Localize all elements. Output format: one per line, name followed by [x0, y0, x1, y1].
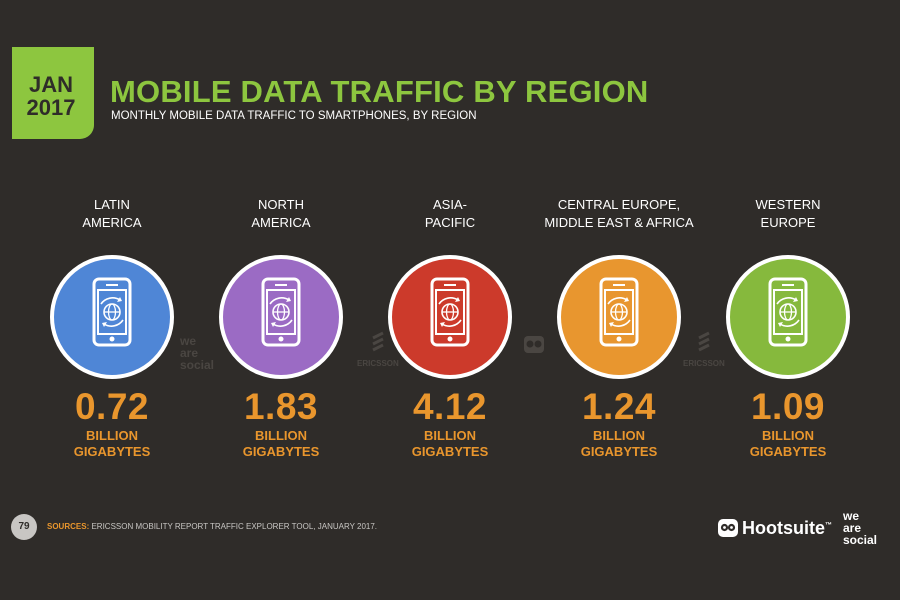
region-label: CENTRAL EUROPE, MIDDLE EAST & AFRICA [524, 196, 714, 236]
watermark-line: we [180, 334, 197, 348]
region-unit: BILLION GIGABYTES [186, 428, 376, 460]
we-are-social-logo: we are social [843, 510, 877, 546]
logo-line: we [843, 509, 860, 523]
unit-line1: BILLION [424, 428, 476, 443]
region-disc [50, 255, 174, 379]
unit-line2: GIGABYTES [580, 444, 658, 459]
date-text: JAN 2017 [12, 73, 90, 119]
region-unit: BILLION GIGABYTES [524, 428, 714, 460]
region-label-line1: LATIN [94, 197, 130, 212]
watermark-line: are [180, 346, 199, 360]
hootsuite-owl-icon [718, 519, 738, 537]
region-label-line2: PACIFIC [424, 215, 476, 230]
owl-icon [524, 336, 544, 353]
region-label-line2: AMERICA [82, 215, 142, 230]
region-disc [726, 255, 850, 379]
unit-line1: BILLION [86, 428, 138, 443]
region-label: NORTH AMERICA [186, 196, 376, 236]
watermark-owl [523, 333, 545, 357]
ericsson-logo-icon [698, 331, 710, 352]
region-disc [388, 255, 512, 379]
region-disc [557, 255, 681, 379]
region-value: 4.12 [412, 386, 487, 427]
watermark-text: ERICSSON [357, 359, 399, 368]
watermark-ericsson: ERICSSON [357, 330, 399, 370]
region-value: 0.72 [74, 386, 149, 427]
watermark-line: social [180, 358, 215, 372]
page-number: 79 [11, 514, 37, 540]
smartphone-globe-icon [768, 277, 808, 347]
unit-line2: GIGABYTES [242, 444, 320, 459]
watermark-text: ERICSSON [683, 359, 725, 368]
unit-line1: BILLION [762, 428, 814, 443]
date-year: 2017 [26, 95, 76, 120]
hootsuite-wordmark: Hootsuite™ [742, 518, 832, 539]
sources: SOURCES: ERICSSON MOBILITY REPORT TRAFFI… [47, 522, 377, 531]
region-label-line1: WESTERN [755, 197, 821, 212]
region-label: ASIA- PACIFIC [355, 196, 545, 236]
logo-line: social [843, 533, 878, 547]
sources-text: ERICSSON MOBILITY REPORT TRAFFIC EXPLORE… [89, 522, 378, 531]
region-value: 1.83 [243, 386, 318, 427]
hootsuite-name: Hootsuite [742, 518, 825, 538]
region-unit: BILLION GIGABYTES [17, 428, 207, 460]
watermark-we-are-social: we are social [180, 335, 214, 371]
unit-line1: BILLION [593, 428, 645, 443]
region-label-line2: EUROPE [760, 215, 816, 230]
region-value: 1.24 [581, 386, 656, 427]
watermark-ericsson: ERICSSON [683, 330, 725, 370]
unit-line2: GIGABYTES [73, 444, 151, 459]
smartphone-globe-icon [599, 277, 639, 347]
logo-line: are [843, 521, 862, 535]
region-disc [219, 255, 343, 379]
sources-label: SOURCES: [47, 522, 90, 531]
region-label-line2: MIDDLE EAST & AFRICA [544, 215, 694, 230]
smartphone-globe-icon [430, 277, 470, 347]
region-label-line2: AMERICA [251, 215, 311, 230]
ericsson-logo-icon [372, 331, 384, 352]
region-label-line1: ASIA- [433, 197, 467, 212]
region-label: WESTERN EUROPE [693, 196, 883, 236]
unit-line2: GIGABYTES [411, 444, 489, 459]
smartphone-globe-icon [92, 277, 132, 347]
region-label-line1: CENTRAL EUROPE, [557, 197, 681, 212]
unit-line2: GIGABYTES [749, 444, 827, 459]
region-label: LATIN AMERICA [17, 196, 207, 236]
unit-line1: BILLION [255, 428, 307, 443]
page-subtitle: MONTHLY MOBILE DATA TRAFFIC TO SMARTPHON… [111, 110, 477, 122]
date-badge: JAN 2017 [12, 47, 94, 139]
region-value: 1.09 [750, 386, 825, 427]
region-unit: BILLION GIGABYTES [355, 428, 545, 460]
region-unit: BILLION GIGABYTES [693, 428, 883, 460]
hootsuite-tm: ™ [825, 522, 832, 529]
smartphone-globe-icon [261, 277, 301, 347]
region-label-line1: NORTH [258, 197, 304, 212]
date-month: JAN [28, 72, 73, 97]
hootsuite-logo: Hootsuite™ [717, 515, 837, 543]
page-title: MOBILE DATA TRAFFIC BY REGION [110, 74, 649, 109]
